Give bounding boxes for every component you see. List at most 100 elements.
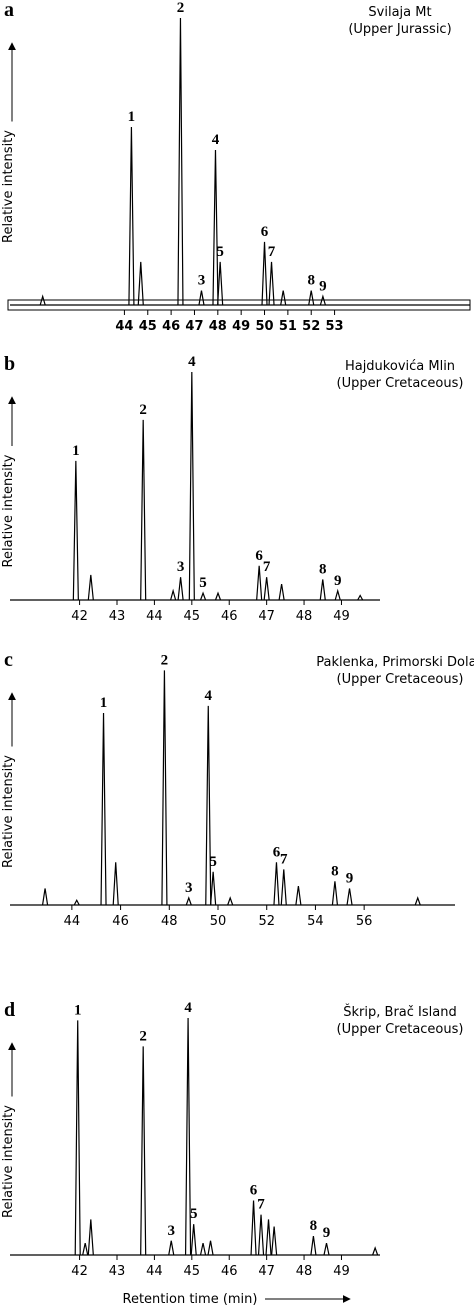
x-tick-label: 48 bbox=[161, 914, 178, 929]
x-tick-label: 53 bbox=[326, 319, 344, 334]
x-tick-label: 52 bbox=[302, 319, 320, 334]
peak bbox=[210, 871, 217, 906]
peak bbox=[72, 460, 79, 601]
panel-letter: a bbox=[4, 0, 14, 21]
peak bbox=[185, 896, 192, 906]
peak bbox=[188, 371, 195, 601]
panel-title: (Upper Jurassic) bbox=[348, 22, 451, 37]
peak bbox=[170, 588, 177, 601]
peak bbox=[140, 1046, 147, 1256]
x-tick-label: 43 bbox=[109, 1264, 126, 1279]
peak bbox=[295, 885, 302, 906]
x-tick-label: 47 bbox=[185, 319, 203, 334]
peak bbox=[112, 862, 119, 906]
axis-box bbox=[7, 299, 471, 311]
x-tick-label: 46 bbox=[221, 1264, 238, 1279]
peak bbox=[128, 127, 135, 306]
peak bbox=[168, 1240, 175, 1256]
peak bbox=[207, 1240, 214, 1256]
x-tick-label: 45 bbox=[184, 1264, 201, 1279]
peak-label: 7 bbox=[257, 1197, 265, 1213]
panel-letter: d bbox=[4, 999, 15, 1021]
x-tick-label: 47 bbox=[258, 1264, 275, 1279]
x-tick-label: 45 bbox=[139, 319, 157, 334]
peak-label: 1 bbox=[72, 443, 80, 459]
peak bbox=[323, 1243, 330, 1256]
x-tick-label: 56 bbox=[356, 914, 373, 929]
x-tick-label: 45 bbox=[184, 609, 201, 624]
panel-title: Paklenka, Primorski Dolac bbox=[316, 655, 474, 670]
peak-label: 3 bbox=[198, 273, 206, 289]
y-axis-label: Relative intensity bbox=[1, 130, 16, 243]
peak bbox=[265, 1219, 272, 1256]
peak-label: 3 bbox=[167, 1223, 175, 1239]
peak bbox=[140, 419, 147, 601]
panel-title: Škrip, Brač Island bbox=[343, 1004, 456, 1020]
peak bbox=[205, 705, 212, 906]
x-tick-label: 52 bbox=[258, 914, 275, 929]
peak bbox=[137, 261, 144, 306]
peak bbox=[39, 294, 46, 306]
x-axis-label: Retention time (min) bbox=[123, 1292, 258, 1307]
peak-label: 3 bbox=[177, 559, 185, 575]
peak-label: 5 bbox=[190, 1206, 198, 1222]
x-tick-label: 51 bbox=[279, 319, 297, 334]
peak-label: 9 bbox=[334, 573, 342, 589]
peak bbox=[100, 713, 107, 906]
peak-label: 3 bbox=[185, 880, 193, 896]
peak-label: 1 bbox=[100, 695, 108, 711]
peak bbox=[161, 670, 168, 906]
peak bbox=[268, 261, 275, 306]
y-axis-label: Relative intensity bbox=[1, 1105, 16, 1218]
peak-label: 4 bbox=[184, 1000, 192, 1016]
panel-letter: b bbox=[4, 353, 15, 375]
x-tick-label: 46 bbox=[162, 319, 180, 334]
peak bbox=[308, 290, 315, 306]
peak bbox=[177, 577, 184, 601]
peak bbox=[177, 17, 184, 306]
panel-title: (Upper Cretaceous) bbox=[337, 672, 464, 687]
peak bbox=[184, 1017, 192, 1256]
peak bbox=[319, 294, 326, 306]
x-tick-label: 44 bbox=[64, 914, 81, 929]
peak-label: 9 bbox=[319, 278, 327, 294]
peak bbox=[250, 1200, 257, 1256]
x-tick-label: 54 bbox=[307, 914, 324, 929]
peak-label: 9 bbox=[323, 1225, 331, 1241]
peak bbox=[227, 896, 234, 906]
peak bbox=[214, 591, 222, 601]
peak bbox=[199, 591, 207, 601]
x-tick-label: 49 bbox=[333, 1264, 350, 1279]
x-tick-label: 42 bbox=[71, 609, 88, 624]
peak bbox=[334, 588, 341, 601]
peak bbox=[256, 565, 263, 601]
peak bbox=[87, 1219, 94, 1256]
peak-label: 7 bbox=[263, 559, 271, 575]
peak bbox=[331, 881, 339, 906]
peak bbox=[357, 594, 364, 601]
peak bbox=[74, 1020, 81, 1256]
x-tick-label: 44 bbox=[115, 319, 133, 334]
peak-label: 6 bbox=[261, 224, 269, 240]
peak-label: 5 bbox=[216, 244, 224, 260]
peak bbox=[41, 888, 49, 906]
peak-label: 6 bbox=[255, 548, 263, 564]
peak-label: 8 bbox=[319, 561, 327, 577]
peak bbox=[278, 583, 285, 601]
peak-label: 5 bbox=[199, 575, 207, 591]
y-axis-label: Relative intensity bbox=[1, 755, 16, 868]
peak bbox=[414, 896, 421, 906]
peak bbox=[82, 1243, 89, 1256]
peak bbox=[257, 1214, 265, 1256]
x-tick-label: 48 bbox=[296, 609, 313, 624]
peak-label: 4 bbox=[205, 688, 213, 704]
x-tick-label: 50 bbox=[255, 319, 273, 334]
peak-label: 4 bbox=[212, 132, 220, 148]
peak bbox=[73, 898, 80, 906]
peak bbox=[271, 1226, 278, 1256]
panel-title: Svilaja Mt bbox=[368, 5, 431, 20]
peak-label: 5 bbox=[209, 854, 217, 870]
peak bbox=[87, 574, 94, 601]
peak-label: 2 bbox=[139, 402, 147, 418]
